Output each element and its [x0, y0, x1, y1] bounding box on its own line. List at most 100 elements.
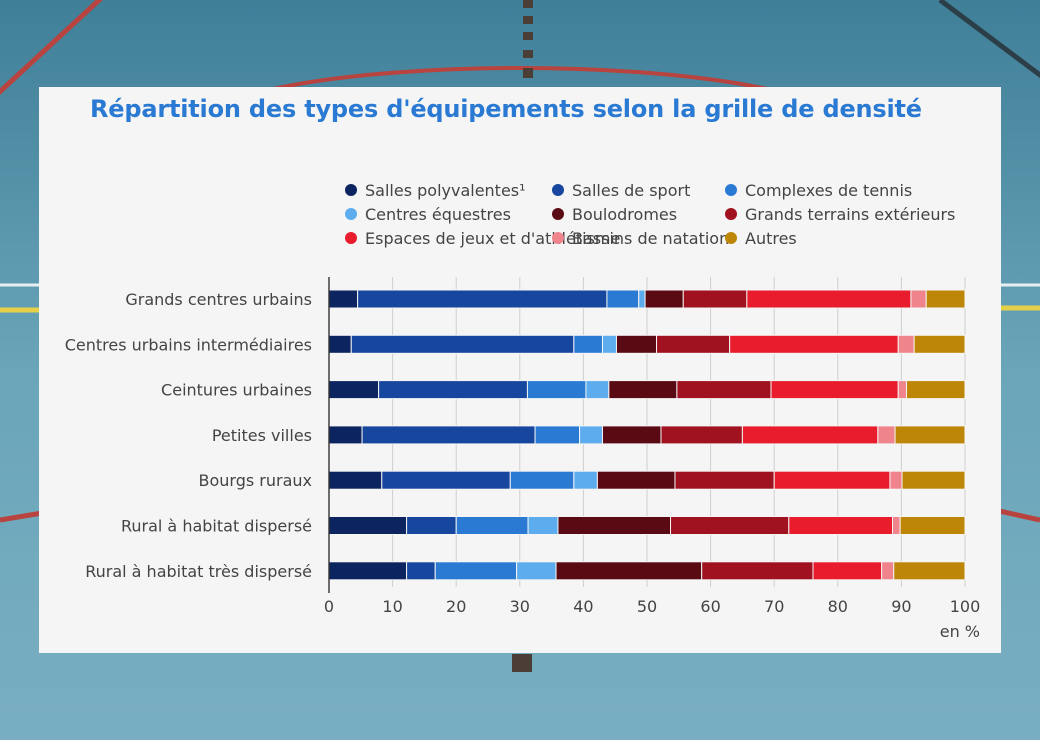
bar-segment-r7-s2	[406, 561, 436, 581]
bar-segment-r3-s1	[328, 380, 380, 400]
bar-segment-r5-s4	[573, 470, 598, 490]
x-tick-label-0: 0	[324, 597, 334, 616]
legend-label-8: Bassins de natation	[572, 229, 729, 248]
x-tick-label-90: 90	[891, 597, 911, 616]
bar-segment-r3-s5	[608, 380, 678, 400]
legend-marker-2	[552, 184, 564, 196]
bar-segment-r3-s9	[905, 380, 966, 400]
bar-segment-r6-s7	[788, 516, 893, 535]
x-tick-label-10: 10	[382, 597, 402, 616]
bar-segment-r5-s8	[889, 470, 903, 490]
bar-segment-r2-s4	[601, 334, 617, 354]
legend-marker-1	[345, 184, 357, 196]
bar-segment-r2-s3	[573, 334, 603, 354]
bar-segment-r7-s4	[516, 561, 557, 581]
bar-segment-r7-s6	[701, 561, 814, 581]
bar-segment-r1-s3	[606, 289, 640, 309]
bar-segment-r7-s9	[893, 561, 966, 581]
x-tick-label-60: 60	[700, 597, 720, 616]
category-label-6: Rural à habitat dispersé	[121, 517, 312, 536]
bar-segment-r4-s3	[534, 425, 581, 445]
bar-segment-r6-s6	[670, 516, 790, 535]
chart-card: Répartition des types d'équipements selo…	[39, 87, 1001, 653]
bar-segment-r1-s4	[638, 289, 646, 309]
bar-segment-r4-s5	[601, 425, 662, 445]
bar-segment-r2-s1	[328, 334, 352, 354]
bar-segment-r1-s8	[910, 289, 927, 309]
legend-label-4: Centres équestres	[365, 205, 511, 224]
x-tick-label-40: 40	[573, 597, 593, 616]
x-tick-label-20: 20	[446, 597, 466, 616]
x-tick-label-100: 100	[950, 597, 981, 616]
category-label-2: Centres urbains intermédiaires	[65, 335, 312, 354]
bar-segment-r5-s2	[381, 470, 511, 490]
bar-segment-r2-s8	[897, 334, 915, 354]
bar-segment-r6-s8	[891, 516, 901, 535]
bar-segment-r6-s5	[557, 516, 672, 535]
bar-segment-r6-s9	[899, 516, 966, 535]
bar-segment-r4-s2	[361, 425, 536, 445]
stacked-bar-chart: Salles polyvalentes¹ Salles de sport Compl…	[65, 181, 981, 641]
bar-segment-r7-s8	[881, 561, 895, 581]
legend-marker-8	[552, 232, 564, 244]
category-label-4: Petites villes	[212, 426, 312, 445]
bar-segment-r2-s2	[350, 334, 575, 354]
legend-label-5: Boulodromes	[572, 205, 677, 224]
bar-segment-r4-s9	[894, 425, 966, 445]
bar-segment-r5-s5	[596, 470, 676, 490]
bar-segment-r5-s7	[773, 470, 891, 490]
bar-segment-r4-s1	[328, 425, 363, 445]
bar-segment-r1-s5	[644, 289, 684, 309]
bar-segment-r5-s1	[328, 470, 383, 490]
legend-label-1: Salles polyvalentes¹	[365, 181, 526, 200]
bar-segment-r7-s7	[812, 561, 883, 581]
category-label-7: Rural à habitat très dispersé	[85, 562, 312, 581]
bar-segment-r7-s1	[328, 561, 408, 581]
bar-segment-r3-s3	[526, 380, 587, 400]
bar-segment-r1-s2	[357, 289, 608, 309]
x-tick-label-30: 30	[510, 597, 530, 616]
bar-segment-r6-s4	[527, 516, 559, 535]
bar-segment-r4-s4	[579, 425, 603, 445]
bar-segment-r1-s1	[328, 289, 359, 309]
bar-segment-r7-s3	[434, 561, 518, 581]
legend-marker-5	[552, 208, 564, 220]
bar-segment-r5-s3	[509, 470, 575, 490]
bar-segment-r6-s1	[328, 516, 408, 535]
bar-segment-r5-s6	[674, 470, 775, 490]
bar-segment-r3-s2	[378, 380, 528, 400]
x-tick-label-70: 70	[764, 597, 784, 616]
bar-segment-r2-s6	[656, 334, 731, 354]
bar-segment-r7-s5	[555, 561, 703, 581]
legend-label-9: Autres	[745, 229, 797, 248]
bar-segment-r1-s7	[746, 289, 912, 309]
legend-label-3: Complexes de tennis	[745, 181, 912, 200]
x-tick-label-80: 80	[828, 597, 848, 616]
x-tick-label-50: 50	[637, 597, 657, 616]
bar-segment-r4-s6	[660, 425, 743, 445]
bar-segment-r4-s7	[741, 425, 879, 445]
legend-label-2: Salles de sport	[572, 181, 690, 200]
x-unit-label: en %	[940, 622, 980, 641]
bar-segment-r4-s8	[877, 425, 896, 445]
bar-segment-r1-s6	[682, 289, 748, 309]
legend-marker-7	[345, 232, 357, 244]
legend-marker-4	[345, 208, 357, 220]
bar-segment-r5-s9	[901, 470, 966, 490]
bar-segment-r3-s8	[897, 380, 907, 400]
bar-segment-r6-s3	[455, 516, 529, 535]
bar-segment-r1-s9	[925, 289, 966, 309]
bar-segment-r3-s4	[585, 380, 610, 400]
category-label-1: Grands centres urbains	[125, 290, 312, 309]
chart-title: Répartition des types d'équipements selo…	[90, 95, 922, 123]
bar-segment-r3-s7	[770, 380, 899, 400]
legend-marker-3	[725, 184, 737, 196]
category-label-3: Ceintures urbaines	[161, 381, 312, 400]
bar-segment-r2-s9	[913, 334, 966, 354]
category-label-5: Bourgs ruraux	[199, 471, 313, 490]
bar-segment-r6-s2	[406, 516, 457, 535]
legend-label-6: Grands terrains extérieurs	[745, 205, 955, 224]
legend-marker-9	[725, 232, 737, 244]
bar-segment-r3-s6	[676, 380, 772, 400]
legend-marker-6	[725, 208, 737, 220]
